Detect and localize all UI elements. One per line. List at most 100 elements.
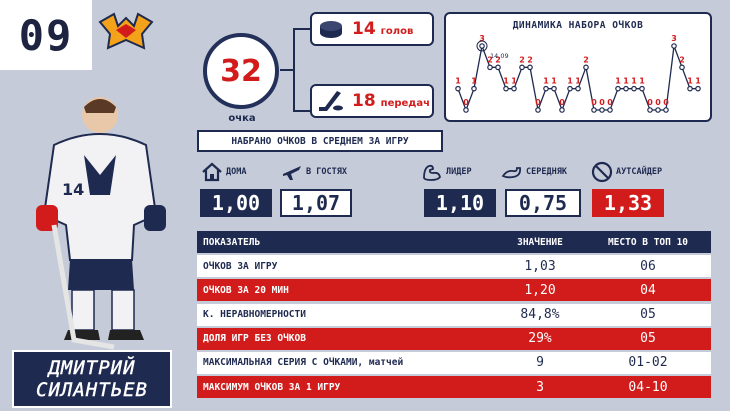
stats-table: ПОКАЗАТЕЛЬ ЗНАЧЕНИЕ МЕСТО В ТОП 10 ОЧКОВ…	[197, 231, 711, 400]
row-place: 04-10	[628, 379, 668, 395]
header-place: МЕСТО В ТОП 10	[607, 236, 689, 248]
chart-data-label: 2	[487, 55, 493, 64]
chart-point	[615, 85, 621, 92]
chart-point	[639, 85, 645, 92]
row-value: 1,20	[524, 282, 556, 298]
header-value: ЗНАЧЕНИЕ	[517, 236, 563, 248]
assists-pill: 18 передач	[310, 84, 434, 118]
puck-icon	[316, 14, 346, 44]
chart-data-label: 1	[551, 77, 557, 86]
home-category: ДОМА	[200, 160, 246, 184]
chart-point	[535, 107, 541, 113]
away-value: 1,07	[280, 189, 352, 217]
chart-point	[679, 64, 685, 71]
muscle-icon	[420, 160, 444, 184]
row-place: 05	[640, 307, 656, 323]
row-value: 29%	[528, 331, 552, 347]
header-indicator: ПОКАЗАТЕЛЬ	[203, 236, 261, 248]
row-name: ДОЛЯ ИГР БЕЗ ОЧКОВ	[203, 333, 306, 345]
home-value: 1,00	[200, 189, 272, 217]
chart-annotation: 14.09	[490, 52, 509, 60]
plane-icon	[280, 160, 304, 184]
points-circle: 32	[203, 33, 279, 109]
table-row: МАКСИМАЛЬНАЯ СЕРИЯ С ОЧКАМИ, матчей 9 01…	[197, 351, 711, 374]
mid-label: СЕРЕДНЯК	[526, 167, 567, 177]
table-row: МАКСИМУМ ОЧКОВ ЗА 1 ИГРУ 3 04-10	[197, 376, 711, 399]
row-value: 84,8%	[520, 307, 560, 323]
player-photo: 14	[36, 97, 166, 350]
chart-data-label: 1	[503, 77, 509, 86]
chart-point	[487, 64, 493, 71]
chart-data-label: 0	[535, 98, 541, 107]
player-first-name: ДМИТРИЙ	[48, 357, 136, 379]
chart-point	[599, 107, 605, 113]
chart-data-label: 1	[695, 77, 701, 86]
chart-data-label: 0	[463, 98, 469, 107]
chart-point	[519, 64, 525, 71]
row-place: 04	[640, 282, 656, 298]
avg-banner-text: НАБРАНО ОЧКОВ В СРЕДНЕМ ЗА ИГРУ	[231, 135, 409, 147]
row-name: К. НЕРАВНОМЕРНОСТИ	[203, 309, 306, 321]
player-last-name: СИЛАНТЬЕВ	[36, 379, 148, 401]
leader-label: ЛИДЕР	[446, 167, 472, 177]
chart-data-label: 0	[559, 98, 565, 107]
chart-point	[503, 85, 509, 92]
chart-data-label: 0	[647, 98, 653, 107]
chart-point	[655, 107, 661, 113]
chart-point	[527, 64, 533, 71]
chart-data-label: 1	[543, 77, 549, 86]
chart-data-label: 0	[663, 98, 669, 107]
jersey-number: 09	[18, 10, 74, 60]
chart-data-label: 1	[575, 77, 581, 86]
arm-icon	[500, 160, 524, 184]
chart-data-label: 0	[591, 98, 597, 107]
assists-value: 18	[352, 91, 376, 111]
chart-point	[583, 64, 589, 71]
chart-point	[463, 107, 469, 113]
chart-point	[551, 85, 557, 92]
leader-value: 1,10	[424, 189, 496, 217]
chart-data-label: 2	[583, 55, 589, 64]
points-label: очка	[228, 113, 256, 124]
chart-data-label: 3	[479, 34, 485, 43]
chart-data-label: 3	[671, 34, 677, 43]
chart-data-label: 1	[455, 77, 461, 86]
no-symbol-icon	[590, 160, 614, 184]
chart-point	[607, 107, 613, 113]
chart-data-label: 2	[679, 55, 685, 64]
chart-data-label: 2	[495, 55, 501, 64]
svg-text:14: 14	[62, 180, 84, 199]
chart-point	[647, 107, 653, 113]
row-value: 1,03	[524, 258, 556, 274]
assists-label: передач	[380, 97, 430, 109]
chart-point	[695, 85, 701, 92]
chart-point	[543, 85, 549, 92]
chart-point	[575, 85, 581, 92]
table-row: ОЧКОВ ЗА ИГРУ 1,03 06	[197, 255, 711, 278]
table-row: ДОЛЯ ИГР БЕЗ ОЧКОВ 29% 05	[197, 327, 711, 350]
chart-data-label: 0	[607, 98, 613, 107]
chart-data-label: 1	[631, 77, 637, 86]
chart-data-label: 1	[511, 77, 517, 86]
outsider-category: АУТСАЙДЕР	[590, 160, 662, 184]
team-logo-icon	[98, 12, 154, 50]
chart-point	[671, 43, 677, 49]
chart-point	[559, 107, 565, 113]
mid-category: СЕРЕДНЯК	[500, 160, 567, 184]
chart-data-label: 2	[527, 55, 533, 64]
chart-point	[687, 85, 693, 92]
home-label: ДОМА	[226, 167, 247, 177]
chart-point	[479, 43, 485, 49]
row-place: 05	[640, 331, 656, 347]
away-label: В ГОСТЯХ	[306, 167, 347, 177]
points-value: 32	[220, 53, 262, 89]
away-category: В ГОСТЯХ	[280, 160, 347, 184]
chart-highlight-ring	[476, 40, 488, 52]
leader-category: ЛИДЕР	[420, 160, 472, 184]
table-row: ОЧКОВ ЗА 20 МИН 1,20 04	[197, 279, 711, 302]
player-name-box: ДМИТРИЙ СИЛАНТЬЕВ	[12, 350, 172, 408]
chart-point	[663, 107, 669, 113]
chart-point	[495, 64, 501, 71]
chart-data-label: 2	[519, 55, 525, 64]
